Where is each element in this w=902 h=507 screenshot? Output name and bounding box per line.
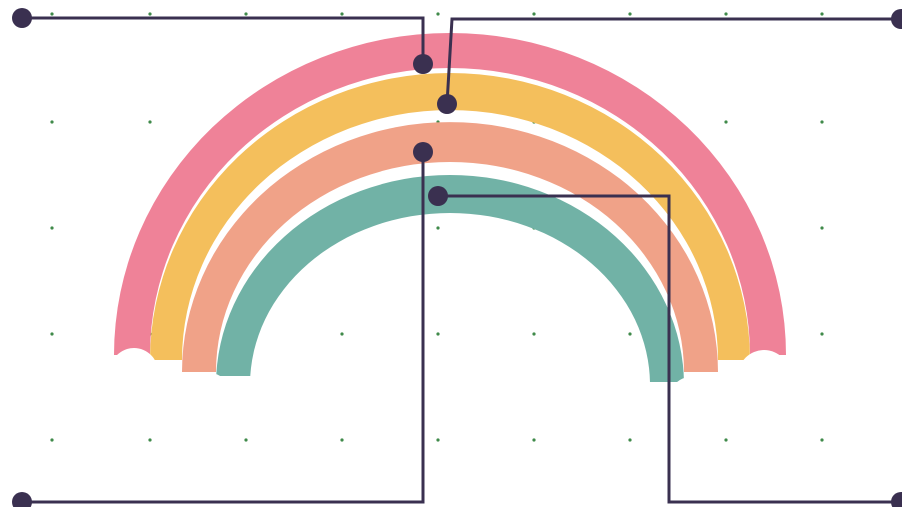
grid-dot <box>148 120 152 124</box>
callout-anchor-top-left <box>12 8 32 28</box>
grid-dot <box>820 332 824 336</box>
callout-line-inner <box>438 194 898 504</box>
rainbow-band-second <box>150 73 750 360</box>
grid-dot <box>724 438 728 442</box>
grid-dot <box>50 332 54 336</box>
callout-dot-second-band <box>437 94 457 114</box>
grid-dot <box>820 438 824 442</box>
grid-dot <box>50 438 54 442</box>
grid-dot <box>50 120 54 124</box>
rainbow-band-inner <box>216 175 684 385</box>
grid-dot <box>628 12 632 16</box>
grid-dot <box>148 12 152 16</box>
grid-dot <box>50 226 54 230</box>
cloud-left <box>100 348 260 418</box>
grid-dot <box>148 438 152 442</box>
grid-dot <box>436 332 440 336</box>
callout-dot-third-band <box>413 142 433 162</box>
grid-dot <box>340 332 344 336</box>
callout-dot-inner-band <box>428 186 448 206</box>
grid-dot <box>532 12 536 16</box>
grid-dot <box>820 226 824 230</box>
callout-line-third <box>22 152 425 504</box>
callout-anchor-bottom-right <box>891 492 902 507</box>
callout-anchors <box>12 8 902 507</box>
cloud-right <box>640 350 800 422</box>
grid-dot <box>244 438 248 442</box>
grid-dot <box>340 438 344 442</box>
callout-dot-outer-band <box>413 54 433 74</box>
rainbow <box>114 33 786 385</box>
grid-dot <box>724 12 728 16</box>
grid-dot <box>820 120 824 124</box>
grid-dot <box>724 120 728 124</box>
grid-dot <box>532 332 536 336</box>
grid-dot <box>244 12 248 16</box>
callout-lines <box>22 16 898 504</box>
rainbow-band-outer <box>114 33 786 355</box>
grid-dot <box>820 12 824 16</box>
callout-targets <box>413 54 457 206</box>
grid-dot <box>50 12 54 16</box>
rainbow-band-third <box>182 122 718 372</box>
grid-dot <box>340 12 344 16</box>
grid-dot <box>436 226 440 230</box>
grid-dot <box>628 438 632 442</box>
grid-dot <box>628 332 632 336</box>
grid-dot <box>436 438 440 442</box>
callout-anchor-top-right <box>891 9 902 29</box>
grid-dot <box>436 12 440 16</box>
callout-line-outer <box>22 16 425 64</box>
grid-dot <box>532 438 536 442</box>
callout-anchor-bottom-left <box>12 492 32 507</box>
callout-line-second <box>445 17 898 105</box>
